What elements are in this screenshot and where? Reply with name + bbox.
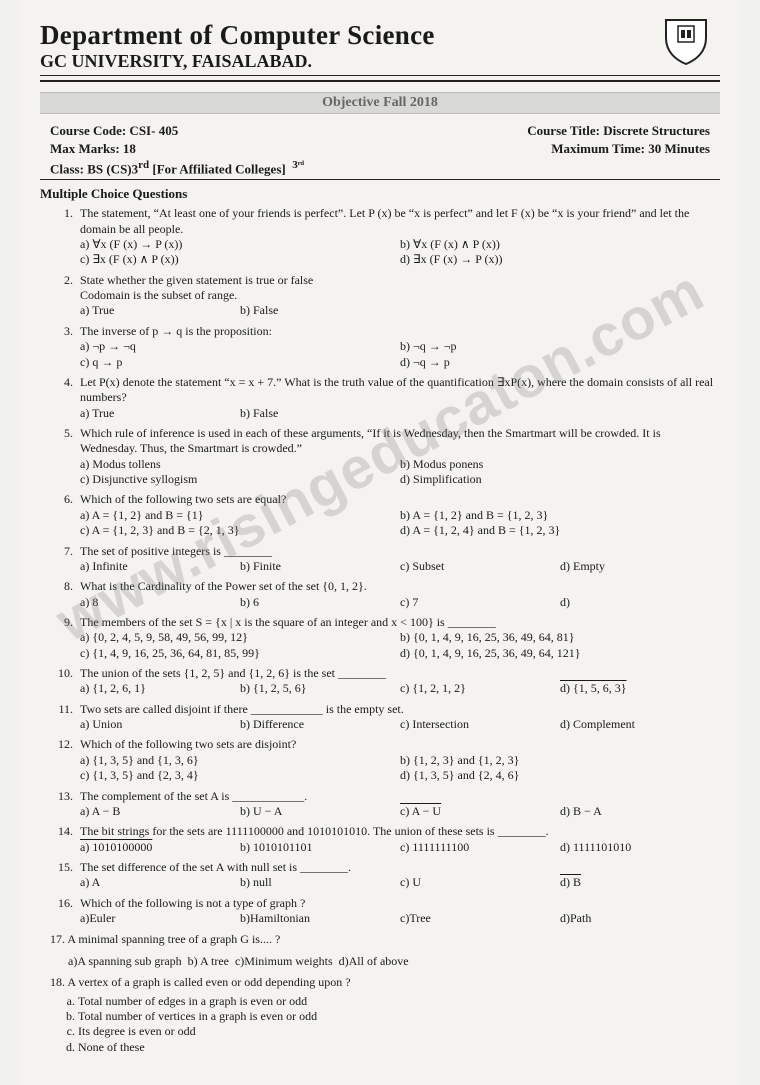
question-17: 17. A minimal spanning tree of a graph G… <box>50 932 720 969</box>
exam-page: www.risingeducaton.com Department of Com… <box>20 0 740 1085</box>
question-13: The complement of the set A is _________… <box>76 789 720 820</box>
question-11: Two sets are called disjoint if there __… <box>76 702 720 733</box>
question-2: State whether the given statement is tru… <box>76 273 720 319</box>
question-6: Which of the following two sets are equa… <box>76 492 720 538</box>
objective-bar: Objective Fall 2018 <box>40 92 720 114</box>
course-code: Course Code: CSI- 405 <box>50 123 178 139</box>
question-5: Which rule of inference is used in each … <box>76 426 720 487</box>
header-rule <box>40 75 720 76</box>
question-4: Let P(x) denote the statement “x = x + 7… <box>76 375 720 421</box>
class-row: Class: BS (CS)3rd [For Affiliated Colleg… <box>40 158 720 180</box>
question-16: Which of the following is not a type of … <box>76 896 720 927</box>
question-1: The statement, “At least one of your fri… <box>76 206 720 267</box>
university-crest-icon <box>662 16 710 68</box>
question-8: What is the Cardinality of the Power set… <box>76 579 720 610</box>
question-14: The bit strings for the sets are 1111100… <box>76 824 720 855</box>
university-title: GC UNIVERSITY, FAISALABAD. <box>40 51 720 72</box>
question-10: The union of the sets {1, 2, 5} and {1, … <box>76 666 720 697</box>
question-3: The inverse of p → q is the proposition:… <box>76 324 720 370</box>
q18-options: Total number of edges in a graph is even… <box>50 994 720 1055</box>
meta-row-2: Max Marks: 18 Maximum Time: 30 Minutes <box>40 140 720 158</box>
question-7: The set of positive integers is ________… <box>76 544 720 575</box>
question-15: The set difference of the set A with nul… <box>76 860 720 891</box>
questions-list: The statement, “At least one of your fri… <box>40 206 720 926</box>
meta-row-1: Course Code: CSI- 405 Course Title: Disc… <box>40 122 720 140</box>
mcq-heading: Multiple Choice Questions <box>40 186 720 202</box>
question-18: 18. A vertex of a graph is called even o… <box>50 975 720 1055</box>
max-time: Maximum Time: 30 Minutes <box>551 141 710 157</box>
max-marks: Max Marks: 18 <box>50 141 136 157</box>
header: Department of Computer Science GC UNIVER… <box>40 20 720 82</box>
course-title: Course Title: Discrete Structures <box>527 123 710 139</box>
question-9: The members of the set S = {x | x is the… <box>76 615 720 661</box>
department-title: Department of Computer Science <box>40 20 720 51</box>
question-12: Which of the following two sets are disj… <box>76 737 720 783</box>
